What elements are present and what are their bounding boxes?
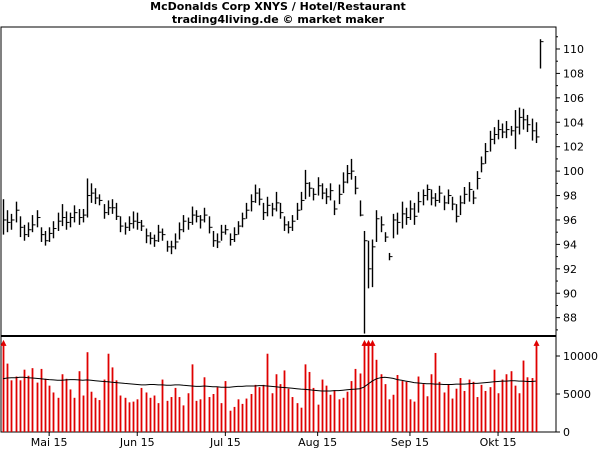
volume-overflow-arrow [0, 339, 7, 346]
volume-tick-label: 10000 [563, 350, 598, 363]
price-tick-label: 88 [563, 312, 577, 325]
price-tick-label: 110 [563, 43, 584, 56]
price-tick-label: 100 [563, 165, 584, 178]
x-tick-label: Mai 15 [31, 436, 68, 449]
volume-overflow-arrow [361, 339, 368, 346]
volume-overflow-arrow [365, 339, 372, 346]
volume-moving-average [2, 376, 536, 392]
x-tick-label: Sep 15 [391, 436, 429, 449]
x-tick-label: Aug 15 [298, 436, 337, 449]
volume-axis: 0 5000 10000 [556, 350, 598, 439]
price-tick-label: 102 [563, 141, 584, 154]
chart-subtitle: trading4living.de © market maker [171, 13, 385, 26]
x-tick-label: Jul 15 [209, 436, 241, 449]
chart-title: McDonalds Corp XNYS / Hotel/Restaurant [150, 0, 406, 13]
x-axis: Mai 15 Jun 15 Jul 15 Aug 15 Sep 15 Okt 15 [31, 432, 517, 449]
price-tick-label: 92 [563, 263, 577, 276]
price-tick-label: 96 [563, 214, 577, 227]
price-tick-label: 98 [563, 190, 577, 203]
price-axis: 88 90 92 94 96 98 100 102 104 106 108 110 [556, 36, 584, 331]
price-tick-label: 104 [563, 116, 584, 129]
x-tick-label: Jun 15 [119, 436, 155, 449]
volume-tick-label: 0 [563, 426, 570, 439]
price-tick-label: 106 [563, 92, 584, 105]
price-tick-label: 90 [563, 287, 577, 300]
price-bars [2, 39, 544, 334]
price-tick-label: 108 [563, 67, 584, 80]
x-tick-label: Okt 15 [480, 436, 517, 449]
price-panel-frame [0, 26, 557, 337]
price-tick-label: 94 [563, 238, 577, 251]
volume-bars [0, 339, 540, 432]
volume-overflow-arrow [369, 339, 376, 346]
volume-overflow-arrow [533, 339, 540, 346]
volume-tick-label: 5000 [563, 388, 591, 401]
